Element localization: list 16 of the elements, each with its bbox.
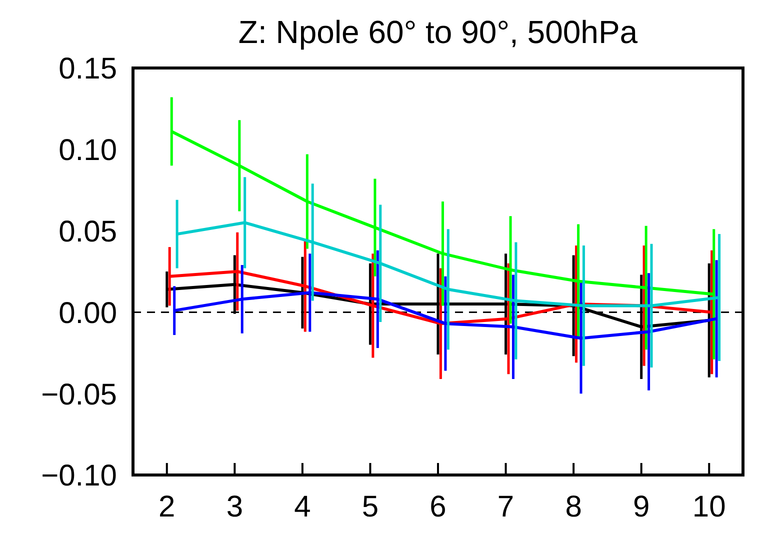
y-tick-label: 0.05 xyxy=(58,215,117,248)
x-tick-label: 7 xyxy=(497,490,514,524)
x-tick-label: 3 xyxy=(226,490,244,524)
chart-title: Z: Npole 60° to 90°, 500hPa xyxy=(237,13,639,52)
x-tick-label: 5 xyxy=(362,490,379,524)
y-tick-label: 0.15 xyxy=(58,52,117,86)
y-tick-label: 0.00 xyxy=(58,296,117,330)
x-tick-label: 9 xyxy=(632,490,650,524)
y-tick-label: −0.05 xyxy=(41,378,117,412)
y-tick-label: 0.10 xyxy=(58,134,117,168)
x-tick-label: 6 xyxy=(430,490,446,524)
x-tick-label: 2 xyxy=(158,490,176,524)
y-tick-label: −0.10 xyxy=(41,460,117,493)
x-tick-label: 4 xyxy=(294,490,311,524)
x-tick-label: 10 xyxy=(692,490,726,524)
x-tick-label: 8 xyxy=(565,490,582,524)
